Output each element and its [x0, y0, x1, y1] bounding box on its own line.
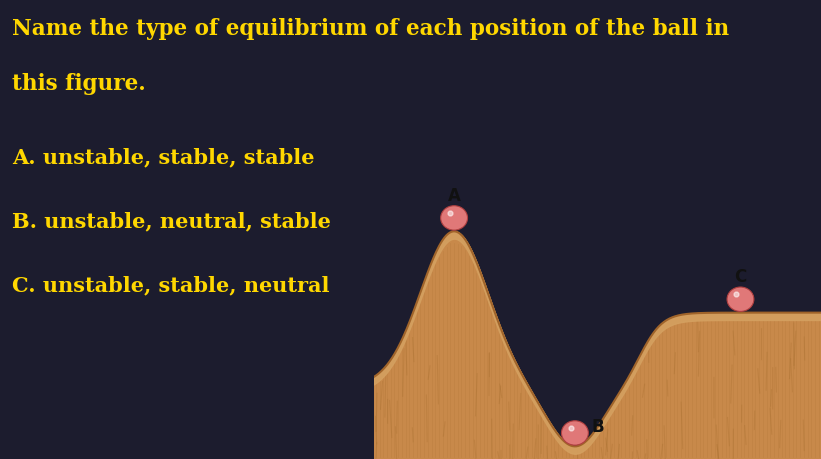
- Text: C: C: [734, 268, 746, 286]
- Text: C. unstable, stable, neutral: C. unstable, stable, neutral: [12, 275, 330, 296]
- Circle shape: [441, 206, 467, 230]
- Text: A. unstable, stable, stable: A. unstable, stable, stable: [12, 147, 314, 167]
- Text: A: A: [447, 186, 461, 205]
- Text: B: B: [592, 418, 604, 436]
- Circle shape: [562, 421, 589, 445]
- Text: Name the type of equilibrium of each position of the ball in: Name the type of equilibrium of each pos…: [12, 18, 729, 40]
- Text: this figure.: this figure.: [12, 73, 146, 95]
- Circle shape: [727, 287, 754, 312]
- Text: B. unstable, neutral, stable: B. unstable, neutral, stable: [12, 211, 331, 231]
